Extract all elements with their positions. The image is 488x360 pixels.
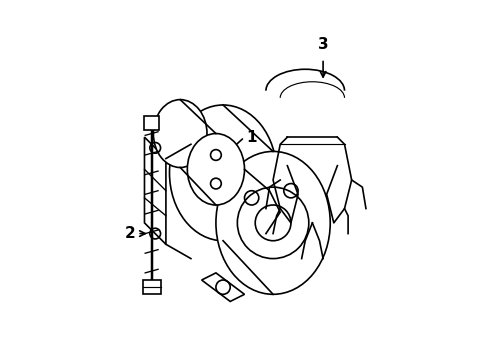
Polygon shape <box>144 116 159 130</box>
Polygon shape <box>144 137 165 244</box>
Ellipse shape <box>153 100 206 167</box>
Polygon shape <box>201 273 244 301</box>
Ellipse shape <box>169 105 276 241</box>
Text: 3: 3 <box>317 37 328 52</box>
Ellipse shape <box>187 134 244 205</box>
Text: 2: 2 <box>124 226 135 241</box>
Polygon shape <box>142 280 160 294</box>
Circle shape <box>210 150 221 160</box>
Ellipse shape <box>216 152 329 294</box>
Circle shape <box>210 178 221 189</box>
Text: 1: 1 <box>246 130 256 145</box>
